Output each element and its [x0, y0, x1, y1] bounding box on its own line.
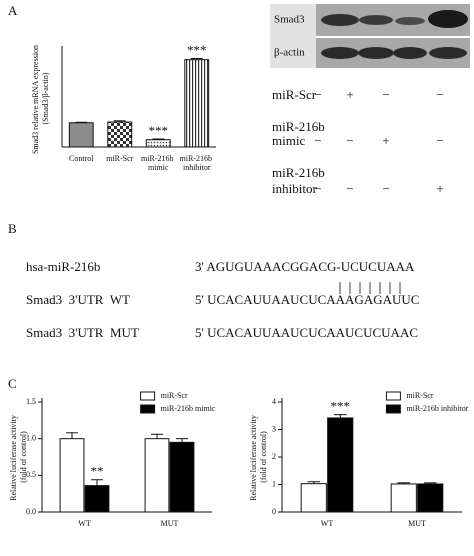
y-axis-label: Relative luciferase activity (fold of co… [9, 413, 28, 501]
y-tick-label: 0.5 [26, 470, 36, 479]
legend-label: miR-216b mimic [161, 404, 216, 413]
condition-sign: − [314, 87, 321, 102]
significance: ** [90, 464, 103, 479]
significance: *** [187, 42, 207, 57]
significance: *** [149, 123, 169, 138]
blot-band-label: Smad3 [274, 14, 305, 26]
blot-band [429, 47, 467, 59]
sequence: 3' AGUGUAAACGGACG-UCUCUAAA [195, 259, 415, 274]
blot-band [358, 47, 394, 59]
x-tick-label: miR-Scr [106, 154, 133, 163]
condition-label: miR-216b inhibitor [272, 165, 328, 196]
bar [68, 122, 94, 148]
bar [327, 417, 354, 513]
bar [390, 483, 417, 513]
legend-label: miR-Scr [406, 391, 433, 400]
pairing-lines [339, 282, 401, 294]
condition-sign: − [382, 87, 389, 102]
condition-sign: − [346, 133, 353, 148]
condition-sign: − [346, 181, 353, 196]
blot-label-area [270, 4, 316, 68]
sequence: 5' UCACAUUAAUCUCAAAGAGAUUC [195, 292, 419, 307]
bar [417, 483, 444, 513]
blot-band-label: β-actin [274, 47, 305, 59]
sequence-name: Smad3 3'UTR MUT [26, 325, 139, 340]
condition-label: miR-Scr [272, 87, 317, 102]
condition-sign: + [346, 87, 353, 102]
y-tick-label: 0.0 [26, 507, 36, 516]
blot-band [395, 17, 425, 25]
condition-sign: − [382, 181, 389, 196]
legend-swatch [385, 391, 401, 401]
condition-sign: − [314, 181, 321, 196]
panel-label: A [8, 3, 18, 18]
condition-sign: − [436, 87, 443, 102]
blot-band [321, 14, 359, 26]
bar [300, 483, 327, 513]
bar [184, 59, 210, 148]
x-tick-label: miR-216b inhibitor [180, 154, 214, 172]
x-tick-label: MUT [408, 519, 426, 528]
y-axis-label: Relative luciferase activity (fold of co… [249, 413, 268, 501]
sequence: 5' UCACAUUAAUCUCAAUCUCUAAC [195, 325, 418, 340]
condition-sign: − [314, 133, 321, 148]
legend-swatch [140, 404, 156, 414]
significance: *** [330, 399, 350, 414]
legend-label: miR-Scr [161, 391, 188, 400]
x-tick-label: Control [69, 154, 94, 163]
x-tick-label: WT [78, 519, 91, 528]
condition-sign: − [436, 133, 443, 148]
y-tick-label: 4 [272, 397, 276, 406]
legend-swatch [140, 391, 156, 401]
panel-label: C [8, 376, 17, 391]
y-tick-label: 0 [272, 507, 276, 516]
sequence-name: hsa-miR-216b [26, 259, 100, 274]
condition-label: miR-216b mimic [272, 119, 328, 148]
bar [107, 121, 133, 148]
x-tick-label: WT [321, 519, 334, 528]
x-tick-label: MUT [161, 519, 179, 528]
y-tick-label: 2 [272, 452, 276, 461]
blot-band [359, 15, 393, 25]
bar [84, 485, 110, 513]
y-tick-label: 1.5 [26, 397, 36, 406]
y-tick-label: 1.0 [26, 433, 36, 442]
sequence-name: Smad3 3'UTR WT [26, 292, 130, 307]
bar [169, 441, 195, 513]
panel-label: B [8, 221, 17, 236]
bar [144, 438, 170, 513]
bar [145, 139, 171, 148]
legend-label: miR-216b inhibitor [406, 404, 468, 413]
x-tick-label: miR-216b mimic [141, 154, 175, 172]
y-axis-label: Smad3 relative mRNA expression (Smad3/β-… [31, 43, 50, 154]
y-tick-label: 1 [272, 479, 276, 488]
condition-sign: + [436, 181, 443, 196]
blot-band [321, 47, 359, 59]
blot-band [428, 10, 468, 28]
y-tick-label: 3 [272, 424, 276, 433]
blot-band [393, 47, 427, 59]
bar [59, 438, 85, 513]
condition-sign: + [382, 133, 389, 148]
legend-swatch [385, 404, 401, 414]
